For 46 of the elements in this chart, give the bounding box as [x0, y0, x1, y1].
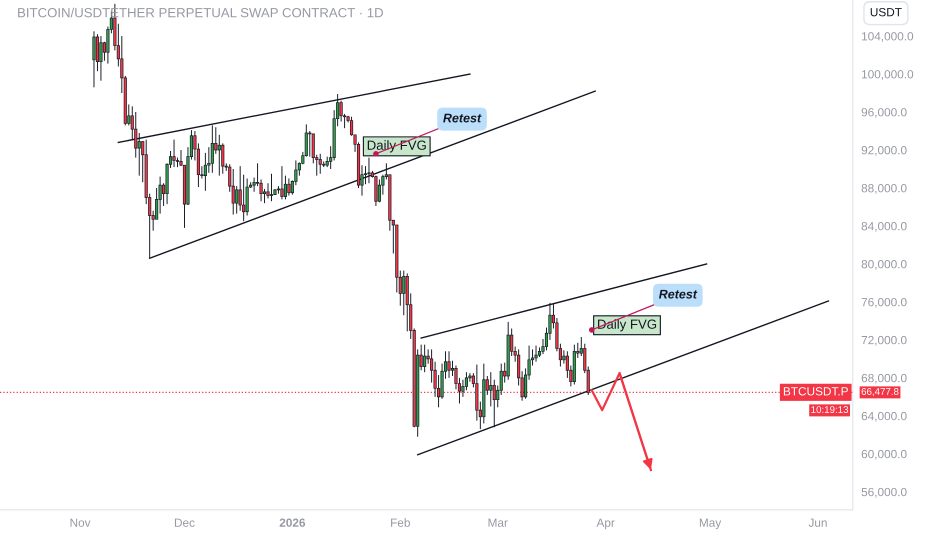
y-tick-label: 96,000.0 [862, 108, 907, 118]
y-tick-label: 72,000.0 [862, 336, 907, 346]
y-axis-title: USDT [870, 8, 902, 16]
y-tick-label: 84,000.0 [862, 222, 907, 232]
y-tick-label: 64,000.0 [862, 412, 907, 422]
y-tick-label: 56,000.0 [862, 488, 907, 498]
candlestick [232, 168, 235, 216]
candlestick [218, 134, 221, 176]
x-tick-label: Jun [808, 518, 827, 527]
candlestick [489, 372, 492, 407]
x-tick-label: Mar [488, 518, 508, 527]
candlestick [378, 178, 381, 203]
y-tick-label: 60,000.0 [862, 450, 907, 460]
candlestick [308, 130, 312, 158]
candlestick [402, 270, 406, 316]
annotation: Daily FVG [368, 140, 426, 152]
candlestick [318, 153, 322, 174]
y-tick-label: 68,000.0 [862, 374, 907, 384]
x-tick-label: 2026 [280, 518, 306, 527]
candlestick [280, 166, 284, 200]
candlestick [270, 173, 274, 202]
candlestick [92, 30, 96, 88]
candlestick [447, 350, 451, 378]
annotation: Retest [658, 290, 698, 299]
text: 66,477.8 [862, 388, 899, 396]
x-tick-label: Apr [596, 518, 615, 530]
candlestick [235, 186, 238, 214]
candlestick [287, 178, 290, 196]
x-tick-label: May [700, 518, 722, 530]
x-tick-label: Nov [70, 518, 91, 527]
candlestick [99, 36, 103, 82]
ref-line-label: BTCUSDT.P [784, 387, 848, 396]
candlestick [172, 139, 176, 168]
y-tick-label: 88,000.0 [862, 184, 907, 194]
candlestick [423, 344, 426, 373]
y-tick-label: 80,000.0 [862, 260, 907, 270]
y-tick-label: 104,000.0 [862, 32, 914, 42]
candlestick [534, 345, 538, 362]
y-tick-label: 76,000.0 [862, 298, 907, 308]
annotation: Daily FVG [598, 319, 656, 332]
annotation: 10:19:13 [811, 406, 848, 413]
x-tick-label: Dec [174, 518, 195, 527]
y-tick-label: 92,000.0 [862, 146, 907, 156]
x-tick-label: Feb [391, 518, 410, 527]
annotation: Retest [443, 114, 482, 122]
y-tick-label: 100,000.0 [862, 70, 914, 80]
